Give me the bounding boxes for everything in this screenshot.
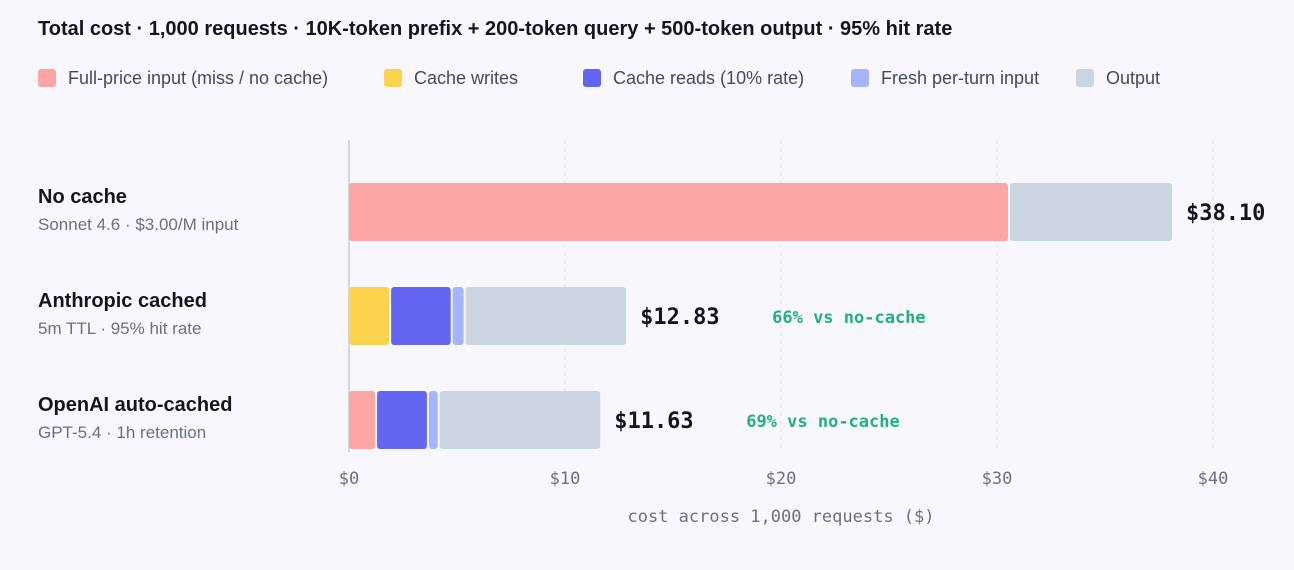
legend-label-cache-writes: Cache writes bbox=[414, 67, 519, 88]
row-name: OpenAI auto-cached bbox=[38, 394, 233, 416]
bar-segment bbox=[452, 287, 464, 345]
total-label: $12.83 bbox=[640, 305, 719, 330]
saving-label: 66% vs no-cache bbox=[772, 308, 926, 328]
row-subtitle: Sonnet 4.6 · $3.00/M input bbox=[38, 215, 239, 234]
legend-swatch-output bbox=[1076, 69, 1094, 87]
legend: Full-price input (miss / no cache) Cache… bbox=[0, 66, 1294, 92]
x-tick-label: $20 bbox=[766, 469, 797, 489]
bar-segment bbox=[377, 391, 427, 449]
x-tick-label: $0 bbox=[339, 469, 359, 489]
legend-label-output: Output bbox=[1106, 67, 1161, 88]
bar-segment bbox=[439, 391, 601, 449]
bar-segment bbox=[349, 183, 1008, 241]
legend-label-full-price: Full-price input (miss / no cache) bbox=[68, 67, 329, 88]
total-label: $38.10 bbox=[1186, 201, 1265, 226]
legend-label-cache-reads: Cache reads (10% rate) bbox=[613, 67, 805, 88]
x-tick-label: $40 bbox=[1198, 469, 1229, 489]
row-label-anthropic-cached: Anthropic cached 5m TTL · 95% hit rate bbox=[38, 290, 207, 339]
bar-segment bbox=[428, 391, 438, 449]
row-label-no-cache: No cache Sonnet 4.6 · $3.00/M input bbox=[38, 186, 238, 235]
legend-swatch-cache-writes bbox=[384, 69, 402, 87]
bar-segment bbox=[349, 287, 390, 345]
row-subtitle: GPT-5.4 · 1h retention bbox=[38, 423, 207, 442]
total-label: $11.63 bbox=[614, 409, 693, 434]
x-tick-label: $30 bbox=[982, 469, 1013, 489]
x-tick-label: $10 bbox=[550, 469, 581, 489]
bar-segment bbox=[465, 287, 627, 345]
legend-item-cache-writes: Cache writes bbox=[384, 66, 518, 90]
row-label-openai-auto-cached: OpenAI auto-cached GPT-5.4 · 1h retentio… bbox=[38, 394, 232, 443]
legend-item-fresh-input: Fresh per-turn input bbox=[851, 66, 1039, 90]
x-axis-label: cost across 1,000 requests ($) bbox=[627, 507, 934, 527]
row-subtitle: 5m TTL · 95% hit rate bbox=[38, 319, 202, 338]
legend-item-cache-reads: Cache reads (10% rate) bbox=[583, 66, 804, 90]
legend-item-output: Output bbox=[1076, 66, 1160, 90]
legend-label-fresh-input: Fresh per-turn input bbox=[881, 67, 1040, 88]
bar-segment bbox=[349, 391, 376, 449]
legend-swatch-full-price bbox=[38, 69, 56, 87]
row-name: Anthropic cached bbox=[38, 290, 207, 312]
chart-title: Total cost · 1,000 requests · 10K-token … bbox=[38, 18, 953, 40]
legend-item-full-price: Full-price input (miss / no cache) bbox=[38, 66, 328, 90]
bar-segment bbox=[1009, 183, 1172, 241]
row-name: No cache bbox=[38, 186, 127, 208]
legend-swatch-cache-reads bbox=[583, 69, 601, 87]
bar-segment bbox=[391, 287, 451, 345]
saving-label: 69% vs no-cache bbox=[746, 412, 900, 432]
legend-swatch-fresh-input bbox=[851, 69, 869, 87]
